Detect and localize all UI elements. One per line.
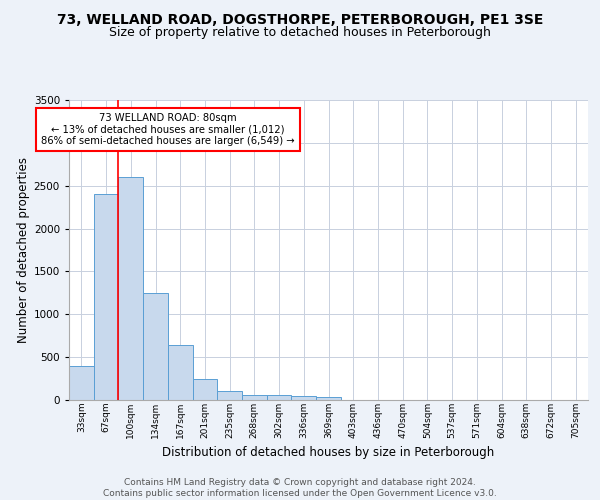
Bar — [143, 293, 168, 400]
Bar — [94, 194, 118, 400]
Bar — [217, 392, 242, 400]
Bar — [242, 395, 267, 400]
Text: Contains HM Land Registry data © Crown copyright and database right 2024.
Contai: Contains HM Land Registry data © Crown c… — [103, 478, 497, 498]
Text: Size of property relative to detached houses in Peterborough: Size of property relative to detached ho… — [109, 26, 491, 39]
Y-axis label: Number of detached properties: Number of detached properties — [17, 157, 29, 343]
Bar — [193, 378, 217, 400]
Bar — [292, 396, 316, 400]
Text: 73, WELLAND ROAD, DOGSTHORPE, PETERBOROUGH, PE1 3SE: 73, WELLAND ROAD, DOGSTHORPE, PETERBOROU… — [57, 12, 543, 26]
Bar — [168, 345, 193, 400]
Bar — [267, 396, 292, 400]
X-axis label: Distribution of detached houses by size in Peterborough: Distribution of detached houses by size … — [163, 446, 494, 459]
Bar — [316, 397, 341, 400]
Text: 73 WELLAND ROAD: 80sqm
← 13% of detached houses are smaller (1,012)
86% of semi-: 73 WELLAND ROAD: 80sqm ← 13% of detached… — [41, 113, 295, 146]
Bar — [69, 366, 94, 400]
Bar — [118, 177, 143, 400]
